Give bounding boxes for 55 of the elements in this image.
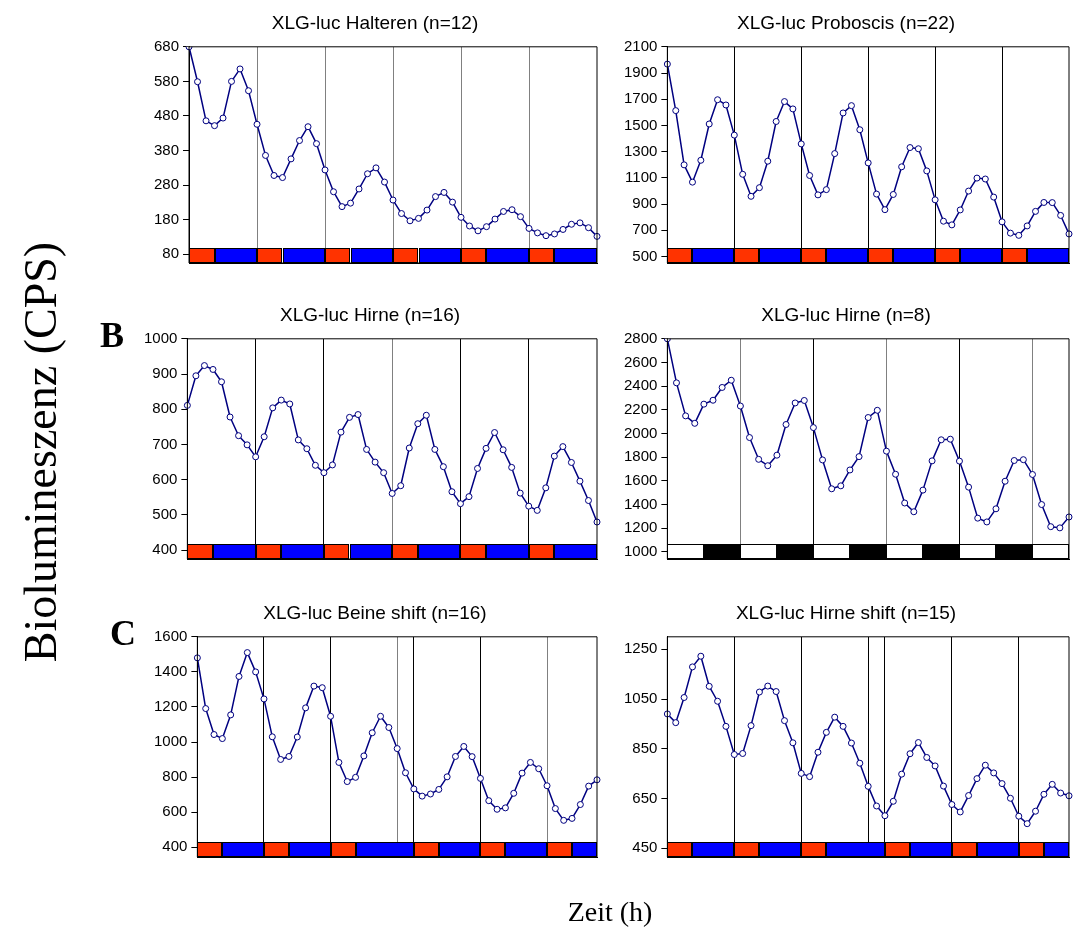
y-tick-label: 180 (154, 209, 180, 227)
y-tick-label: 900 (632, 194, 658, 212)
y-tick-label: 400 (152, 540, 178, 558)
chart-title: XLG-luc Hirne (n=8) (761, 303, 931, 325)
chart-title: XLG-luc Halteren (n=12) (271, 11, 479, 33)
y-tick-label: 850 (632, 738, 658, 756)
y-tick-label: 580 (154, 71, 180, 89)
chart-title: XLG-luc Beine shift (n=16) (263, 601, 487, 623)
y-tick-label: 1600 (153, 626, 188, 644)
y-tick-label: 700 (632, 220, 658, 238)
text: C (110, 612, 136, 654)
y-tick-label: 1100 (625, 167, 658, 185)
chart-title: XLG-luc Proboscis (n=22) (736, 11, 956, 33)
y-tick-label: 700 (152, 434, 178, 452)
y-tick-label: 2100 (623, 36, 658, 54)
y-tick-label: 2200 (623, 399, 658, 417)
y-tick-label: 280 (154, 175, 180, 193)
y-tick-label: 1800 (623, 447, 658, 465)
y-tick-label: 1500 (623, 115, 658, 133)
y-axis-title: Biolumineszenz (CPS) (13, 241, 67, 663)
y-tick-label: 380 (154, 140, 180, 158)
y-tick-label: 1900 (623, 63, 658, 81)
y-tick-label: 400 (162, 837, 188, 855)
y-tick-label: 600 (162, 802, 188, 820)
y-tick-label: 900 (152, 364, 178, 382)
y-tick-label: 1200 (153, 697, 188, 715)
y-tick-label: 800 (162, 767, 188, 785)
y-tick-label: 1250 (623, 639, 658, 657)
y-tick-label: 1400 (623, 494, 658, 512)
y-tick-label: 500 (632, 246, 658, 264)
x-axis-title: Zeit (h) (567, 896, 653, 928)
y-tick-label: 1000 (143, 328, 178, 346)
y-tick-label: 1000 (623, 542, 658, 560)
chart-title: XLG-luc Hirne shift (n=15) (735, 601, 957, 623)
y-tick-label: 800 (152, 399, 178, 417)
y-tick-label: 450 (632, 838, 658, 856)
y-tick-label: 2000 (623, 423, 658, 441)
y-tick-label: 1300 (623, 141, 658, 159)
y-tick-label: 80 (162, 244, 180, 262)
y-tick-label: 1050 (623, 689, 658, 707)
y-tick-label: 2400 (623, 376, 658, 394)
y-tick-label: 1400 (153, 662, 188, 680)
y-tick-label: 480 (154, 106, 180, 124)
y-tick-label: 1700 (623, 89, 658, 107)
y-tick-label: 2600 (623, 352, 658, 370)
y-tick-label: 650 (632, 788, 658, 806)
y-tick-label: 500 (152, 505, 178, 523)
text: B (100, 314, 125, 356)
y-tick-label: 1200 (623, 518, 658, 536)
y-tick-label: 1600 (623, 471, 658, 489)
y-tick-label: 1000 (153, 732, 188, 750)
y-tick-label: 680 (154, 36, 180, 54)
y-tick-label: 600 (152, 469, 178, 487)
y-tick-label: 2800 (623, 328, 658, 346)
chart-title: XLG-luc Hirne (n=16) (279, 303, 461, 325)
